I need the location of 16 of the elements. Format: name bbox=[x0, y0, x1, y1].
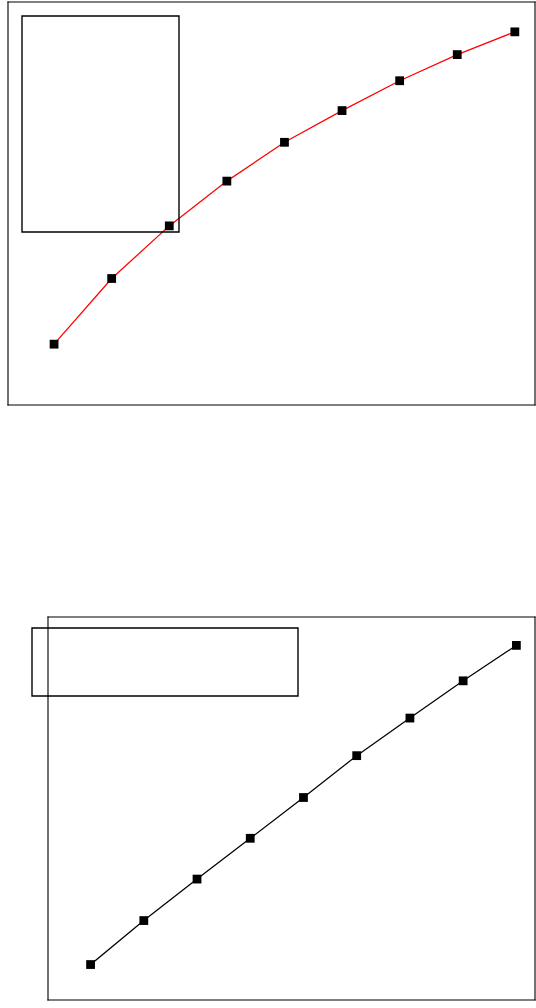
point bbox=[352, 751, 362, 761]
point bbox=[337, 106, 347, 115]
point bbox=[299, 793, 308, 802]
point bbox=[511, 640, 521, 650]
point bbox=[280, 137, 289, 147]
point bbox=[222, 176, 232, 186]
point bbox=[107, 274, 117, 283]
point bbox=[458, 676, 468, 686]
point bbox=[139, 916, 149, 925]
point bbox=[86, 960, 95, 969]
point bbox=[49, 339, 59, 349]
point bbox=[510, 27, 520, 37]
point bbox=[164, 221, 174, 231]
point bbox=[395, 76, 405, 86]
point bbox=[245, 833, 255, 843]
point bbox=[452, 50, 462, 60]
